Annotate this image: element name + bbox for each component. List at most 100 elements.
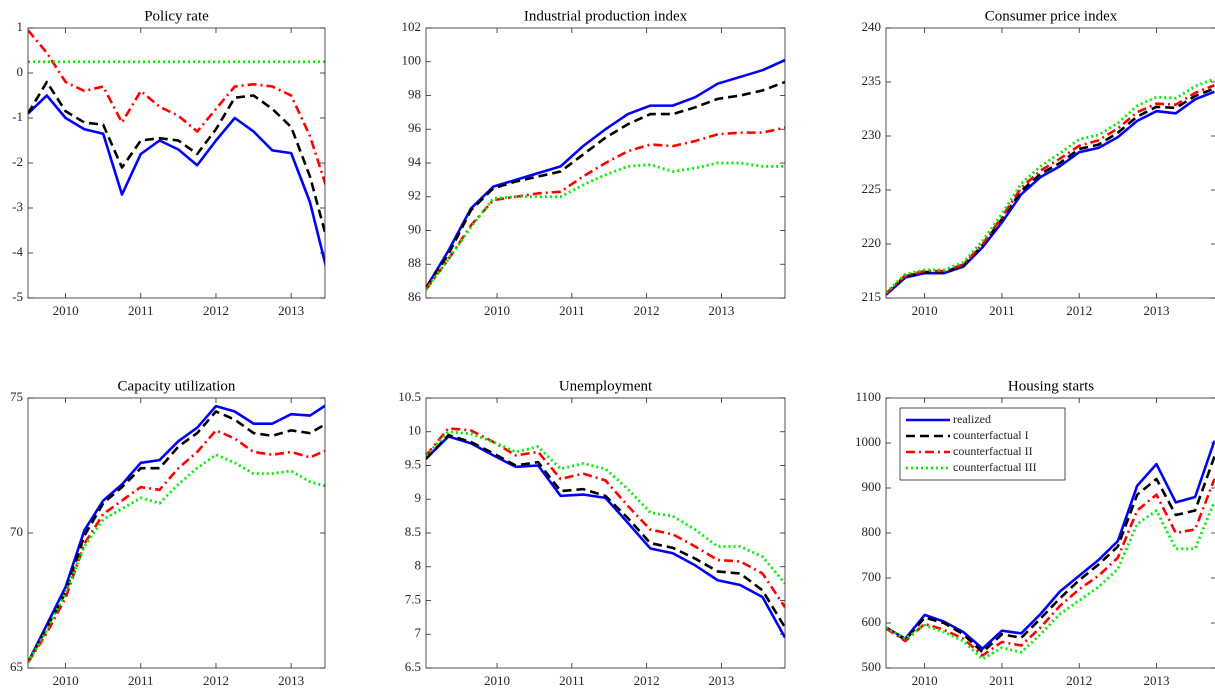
y-tick-label: 8 (415, 558, 422, 573)
x-tick-label: 2013 (708, 673, 734, 688)
series-line (886, 500, 1215, 661)
x-tick-label: 2011 (989, 303, 1015, 318)
plot-frame (27, 27, 326, 299)
x-tick-label: 2010 (484, 673, 510, 688)
legend-label: counterfactual III (953, 460, 1037, 474)
series-line (426, 435, 785, 639)
y-tick-label: -2 (12, 154, 23, 169)
legend: realized counterfactual I counterfactual I… (899, 407, 1066, 481)
y-tick-label: 0 (17, 64, 24, 79)
y-tick-label: 230 (862, 127, 882, 142)
x-tick-label: 2010 (53, 303, 79, 318)
y-tick-label: 6.5 (405, 659, 421, 674)
y-tick-label: 92 (408, 188, 421, 203)
series-line (426, 430, 785, 585)
subplot-title: Consumer price index (985, 8, 1118, 24)
y-tick-label: 225 (862, 181, 882, 196)
y-tick-label: 100 (402, 53, 422, 68)
y-tick-label: 900 (862, 479, 882, 494)
plot-frame (27, 397, 326, 669)
y-tick-label: 240 (862, 19, 882, 34)
y-tick-label: -3 (12, 199, 23, 214)
y-tick-label: 800 (862, 524, 882, 539)
plot-frame (885, 27, 1215, 299)
series-line (886, 440, 1215, 650)
subplot: Consumer price index 215 220 225 230 235 240 20… (862, 8, 1215, 318)
y-tick-label: -1 (12, 109, 23, 124)
x-tick-label: 2012 (634, 673, 660, 688)
y-tick-label: 220 (862, 235, 882, 250)
y-tick-label: -5 (12, 289, 23, 304)
plot-frame (425, 27, 786, 299)
series-line (28, 29, 325, 188)
x-tick-label: 2011 (559, 303, 585, 318)
subplot: Unemployment 6.5 7 7.5 8 8.5 9 9.5 10 10.5 2010 201… (398, 378, 786, 688)
series-line (886, 77, 1215, 294)
plot-frame (885, 397, 1215, 669)
x-tick-label: 2011 (128, 673, 154, 688)
subplot-title: Unemployment (559, 378, 653, 394)
series-line (886, 87, 1215, 295)
x-tick-label: 2010 (484, 303, 510, 318)
y-tick-label: 96 (408, 120, 422, 135)
series-line (426, 126, 785, 291)
x-tick-label: 2012 (203, 673, 229, 688)
y-tick-label: 88 (408, 255, 421, 270)
y-tick-label: 235 (862, 73, 882, 88)
x-tick-label: 2012 (1066, 673, 1092, 688)
y-tick-label: 1 (17, 19, 24, 34)
y-tick-label: -4 (12, 244, 23, 259)
y-tick-label: 8.5 (405, 524, 421, 539)
series-line (28, 429, 325, 664)
y-tick-label: 75 (10, 389, 23, 404)
y-tick-label: 98 (408, 86, 421, 101)
series-line (28, 94, 325, 269)
series-line (28, 80, 325, 238)
y-tick-label: 9.5 (405, 456, 421, 471)
subplot: Policy rate -5 -4 -3 -2 -1 0 1 2010 2011 2012 2013 (12, 8, 326, 318)
y-tick-label: 9 (415, 490, 422, 505)
x-tick-label: 2013 (1143, 673, 1169, 688)
y-tick-label: 600 (862, 614, 882, 629)
x-tick-label: 2012 (1066, 303, 1092, 318)
subplot-title: Housing starts (1008, 378, 1094, 394)
series-line (426, 433, 785, 629)
subplot-title: Industrial production index (524, 8, 688, 24)
x-tick-label: 2010 (53, 673, 79, 688)
y-tick-label: 90 (408, 221, 421, 236)
y-tick-label: 102 (402, 19, 422, 34)
y-tick-label: 86 (408, 289, 422, 304)
x-tick-label: 2012 (634, 303, 660, 318)
series-line (426, 427, 785, 608)
x-tick-label: 2011 (989, 673, 1015, 688)
y-tick-label: 10.5 (398, 389, 421, 404)
series-line (886, 90, 1215, 296)
y-tick-label: 65 (10, 659, 23, 674)
y-tick-label: 7 (415, 625, 422, 640)
series-line (886, 84, 1215, 295)
x-tick-label: 2011 (128, 303, 154, 318)
x-tick-label: 2013 (1143, 303, 1169, 318)
x-tick-label: 2013 (708, 303, 734, 318)
y-tick-label: 500 (862, 659, 882, 674)
subplot: Housing starts 500 600 700 800 900 1000 1100 201… (855, 378, 1215, 688)
x-tick-label: 2010 (912, 673, 938, 688)
legend-label: counterfactual I (953, 428, 1029, 442)
x-tick-label: 2012 (203, 303, 229, 318)
x-tick-label: 2013 (278, 303, 304, 318)
x-tick-label: 2010 (912, 303, 938, 318)
y-tick-label: 215 (862, 289, 882, 304)
series-line (426, 58, 785, 289)
legend-label: counterfactual II (953, 444, 1033, 458)
y-tick-label: 70 (10, 524, 23, 539)
x-tick-label: 2013 (278, 673, 304, 688)
y-tick-label: 1000 (855, 434, 881, 449)
subplot: Capacity utilization 65 70 75 2010 2011 2012 20… (10, 378, 326, 688)
series-line (886, 478, 1215, 657)
series-line (28, 410, 325, 664)
y-tick-label: 1100 (855, 389, 881, 404)
series-line (28, 453, 325, 664)
y-tick-label: 10 (408, 423, 421, 438)
plot-frame (425, 397, 786, 669)
